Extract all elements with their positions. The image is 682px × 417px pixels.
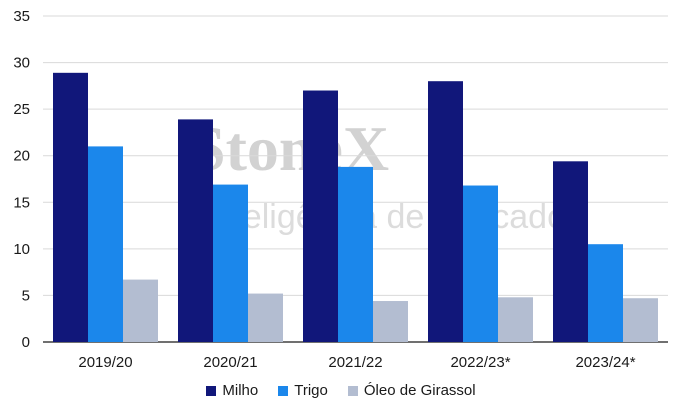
bar-trigo-3: [463, 185, 498, 342]
bar-trigo-1: [213, 184, 248, 342]
bar-milho-1: [178, 119, 213, 342]
watermark: StoneX Inteligência de Mercado: [190, 113, 566, 236]
x-tick-label: 2019/20: [78, 354, 132, 371]
watermark-tagline: Inteligência de Mercado: [205, 198, 566, 236]
bar-trigo-2: [338, 166, 373, 342]
x-tick-label: 2022/23*: [450, 354, 510, 371]
bar-milho-2: [303, 90, 338, 342]
y-tick-label: 10: [13, 241, 30, 258]
legend-swatch-milho: [206, 385, 217, 396]
y-tick-label: 5: [22, 287, 30, 304]
y-tick-label: 30: [13, 55, 30, 72]
x-axis-ticks: 2019/20 2020/21 2021/22 2022/23* 2023/24*: [78, 354, 635, 371]
legend-swatch-trigo: [278, 385, 289, 396]
bar-milho-3: [428, 81, 463, 342]
bar--leo-de-girassol-4: [623, 298, 658, 342]
legend-item-milho: Milho: [206, 382, 258, 399]
bar--leo-de-girassol-0: [123, 279, 158, 342]
legend-label-milho: Milho: [222, 382, 259, 399]
bar--leo-de-girassol-1: [248, 293, 283, 342]
legend-item-trigo: Trigo: [278, 382, 328, 399]
y-tick-label: 15: [13, 194, 30, 211]
legend-swatch-oleo: [347, 385, 358, 396]
bar-chart: StoneX Inteligência de Mercado 051015202…: [13, 8, 668, 371]
x-tick-label: 2020/21: [203, 354, 257, 371]
bar--leo-de-girassol-3: [498, 297, 533, 342]
bar-trigo-4: [588, 244, 623, 342]
bar-trigo-0: [88, 146, 123, 342]
legend-item-oleo: Óleo de Girassol: [347, 382, 476, 399]
bar-milho-0: [53, 72, 88, 343]
bar-milho-4: [553, 161, 588, 342]
legend-label-oleo: Óleo de Girassol: [363, 382, 476, 399]
bars: [53, 72, 658, 343]
y-axis-ticks: 0 5 10 15 20 25 30 35: [13, 8, 30, 351]
y-tick-label: 35: [13, 8, 30, 25]
y-tick-label: 20: [13, 148, 30, 165]
legend-label-trigo: Trigo: [294, 382, 328, 399]
x-tick-label: 2021/22: [328, 354, 382, 371]
y-tick-label: 25: [13, 101, 30, 118]
legend: Milho Trigo Óleo de Girassol: [0, 382, 682, 399]
bar--leo-de-girassol-2: [373, 301, 408, 342]
y-tick-label: 0: [22, 334, 30, 351]
x-tick-label: 2023/24*: [575, 354, 635, 371]
